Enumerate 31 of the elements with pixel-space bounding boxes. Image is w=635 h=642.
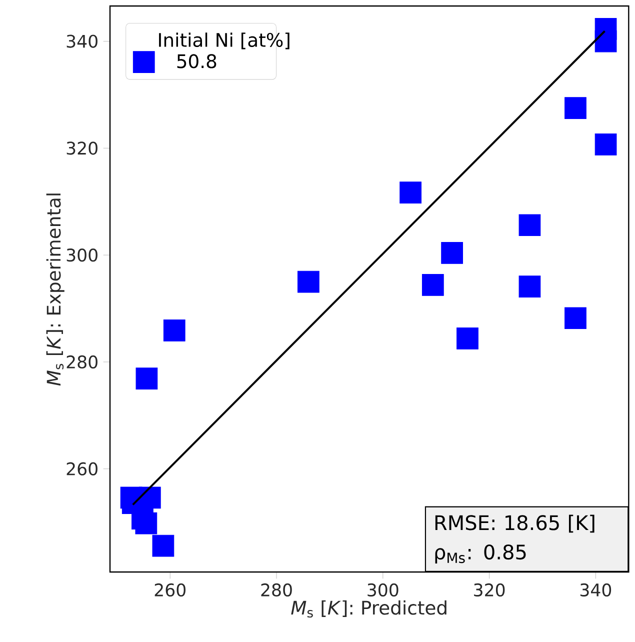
y-tick-label: 260 (66, 462, 98, 476)
x-tick-label: 280 (261, 583, 292, 596)
point (163, 319, 186, 342)
y-tick-label: 280 (66, 355, 98, 369)
point (594, 30, 617, 52)
x-tick-label: 320 (474, 583, 505, 596)
point (456, 327, 478, 350)
y-axis-title: M$_{s}$ [K]: Experimental (46, 194, 64, 386)
point (152, 534, 174, 557)
legend-label: 50.8 (177, 54, 216, 68)
x-tick-label: 300 (368, 583, 398, 596)
point (518, 214, 541, 236)
point (564, 307, 586, 330)
point (400, 182, 422, 204)
point (441, 242, 463, 264)
point (297, 270, 320, 293)
annotation: ρ$_{Ms}$: 0.85 (435, 544, 526, 564)
point (564, 97, 586, 120)
legend-title: Initial Ni [at%] (159, 32, 290, 50)
point (422, 274, 444, 296)
x-axis-title: M$_{s}$ [K]: Predicted (291, 600, 446, 618)
point (518, 276, 541, 298)
y-tick-label: 300 (66, 248, 98, 262)
point (132, 508, 154, 530)
y-tick-label: 320 (66, 142, 98, 155)
x-tick-label: 260 (154, 583, 186, 596)
point (594, 133, 617, 156)
x-tick-label: 340 (580, 583, 612, 596)
annotation: RMSE: 18.65 [K] (435, 514, 594, 533)
y-tick-label: 340 (66, 34, 98, 48)
point (136, 368, 158, 390)
